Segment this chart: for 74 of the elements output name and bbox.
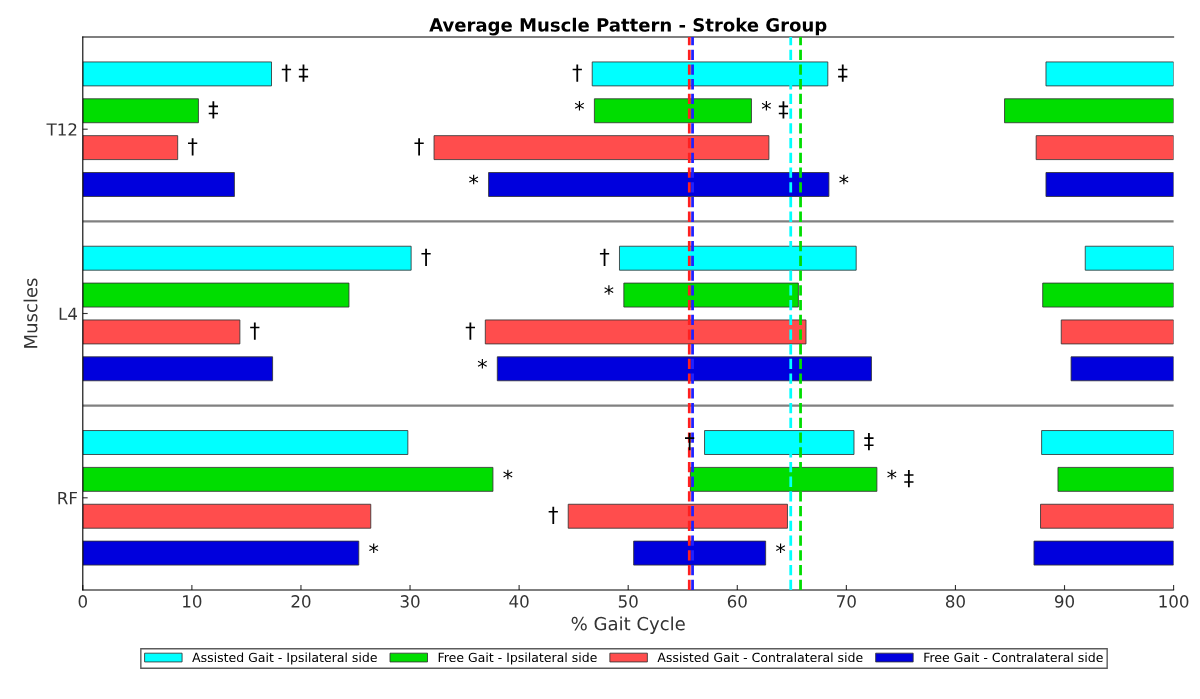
data-label: ‡ bbox=[864, 433, 874, 451]
annotation: † bbox=[599, 248, 610, 266]
legend-label: Assisted Gait - Ipsilateral side bbox=[192, 652, 377, 665]
bar bbox=[1070, 356, 1174, 382]
bar bbox=[1060, 319, 1174, 345]
bar bbox=[496, 356, 872, 382]
bar bbox=[1045, 172, 1174, 197]
x-tick-label: 60 bbox=[727, 595, 747, 608]
x-tick-label: 50 bbox=[618, 595, 638, 608]
annotation: * bbox=[469, 174, 479, 185]
bar bbox=[1033, 540, 1174, 566]
x-axis-title: % Gait Cycle bbox=[571, 616, 685, 634]
bar bbox=[433, 135, 770, 161]
annotation: † bbox=[548, 506, 558, 524]
legend-label: Free Gait - Contralateral side bbox=[924, 652, 1103, 663]
annotation: * bbox=[477, 359, 487, 369]
bar bbox=[82, 319, 241, 345]
bar bbox=[82, 282, 350, 308]
bar bbox=[82, 135, 179, 161]
data-label: * ‡ bbox=[761, 101, 789, 119]
x-tick-label: 20 bbox=[291, 595, 311, 608]
x-tick-label: 80 bbox=[945, 595, 965, 608]
legend-label: Free Gait - Ipsilateral side bbox=[438, 652, 597, 665]
bar bbox=[82, 503, 372, 529]
data-label: † bbox=[188, 138, 198, 156]
y-tick-label: RF bbox=[58, 491, 77, 505]
annotation: † bbox=[414, 138, 424, 156]
y-tick-label: L4 bbox=[59, 307, 77, 320]
y-axis-title: Muscles bbox=[23, 278, 38, 348]
x-tick-label: 30 bbox=[400, 595, 420, 608]
y-tick-label: T12 bbox=[46, 123, 77, 136]
data-label: † bbox=[421, 248, 431, 266]
bar bbox=[1041, 430, 1174, 455]
bar bbox=[82, 540, 360, 566]
data-label: * bbox=[839, 174, 849, 185]
bar bbox=[82, 172, 235, 197]
bar bbox=[633, 540, 767, 566]
x-tick-label: 70 bbox=[837, 595, 856, 608]
annotation: * bbox=[604, 285, 614, 295]
data-label: * bbox=[775, 543, 786, 553]
annotation: * bbox=[574, 101, 585, 111]
bar bbox=[82, 430, 409, 455]
bar bbox=[1004, 98, 1174, 124]
annotation: † bbox=[465, 322, 475, 340]
annotation: † bbox=[572, 64, 582, 82]
bar bbox=[82, 61, 272, 87]
data-label: * bbox=[503, 469, 513, 480]
bar bbox=[1084, 245, 1174, 271]
bar bbox=[593, 98, 752, 124]
bar bbox=[484, 319, 807, 345]
bar bbox=[1042, 282, 1174, 308]
x-tick-label: 40 bbox=[509, 595, 529, 608]
data-label: † bbox=[250, 322, 260, 340]
x-tick-label: 0 bbox=[78, 595, 87, 608]
legend-label: Assisted Gait - Contralateral side bbox=[657, 652, 863, 663]
data-label: † ‡ bbox=[281, 64, 309, 82]
data-label: * bbox=[369, 543, 379, 553]
x-tick-label: 100 bbox=[1159, 595, 1189, 608]
data-label: ‡ bbox=[208, 101, 218, 119]
bar bbox=[82, 356, 274, 382]
bar bbox=[82, 466, 494, 492]
bar bbox=[1045, 61, 1174, 87]
chart-title: Average Muscle Pattern - Stroke Group bbox=[429, 17, 827, 36]
x-tick-label: 90 bbox=[1054, 595, 1075, 608]
bar bbox=[82, 98, 199, 124]
bar bbox=[488, 172, 830, 197]
x-tick-label: 10 bbox=[183, 595, 202, 608]
bar bbox=[82, 245, 412, 271]
data-label: * ‡ bbox=[887, 469, 914, 488]
bar bbox=[1040, 503, 1174, 529]
data-label: ‡ bbox=[838, 64, 848, 82]
bar bbox=[1057, 466, 1174, 492]
bar bbox=[1035, 135, 1174, 161]
bar bbox=[567, 503, 788, 529]
